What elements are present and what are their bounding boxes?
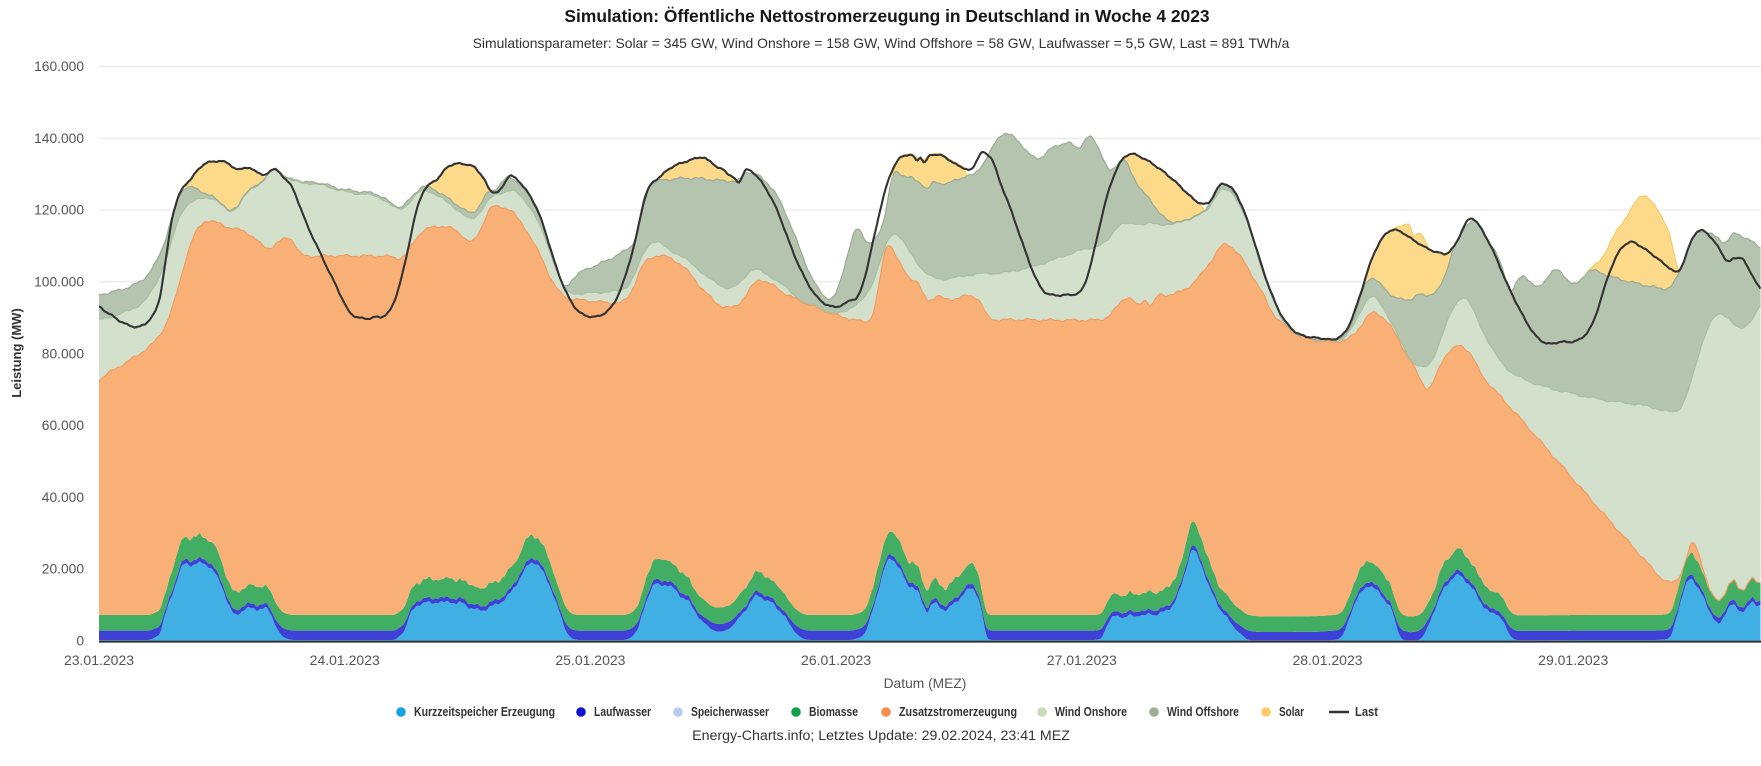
svg-text:80.000: 80.000 [42,346,85,361]
svg-text:Laufwasser: Laufwasser [594,705,651,719]
svg-text:Wind Offshore: Wind Offshore [1167,705,1239,719]
svg-text:Last: Last [1355,705,1379,719]
svg-text:120.000: 120.000 [34,203,84,218]
svg-text:Solar: Solar [1279,705,1304,719]
svg-text:Leistung (MW): Leistung (MW) [9,308,24,398]
svg-text:23.01.2023: 23.01.2023 [64,652,134,668]
svg-text:25.01.2023: 25.01.2023 [555,652,625,668]
svg-text:140.000: 140.000 [34,131,84,146]
svg-text:Speicherwasser: Speicherwasser [691,705,769,719]
svg-text:160.000: 160.000 [34,59,84,74]
svg-text:100.000: 100.000 [34,275,84,290]
svg-text:29.01.2023: 29.01.2023 [1538,652,1608,668]
svg-text:Kurzzeitspeicher Erzeugung: Kurzzeitspeicher Erzeugung [414,705,555,719]
svg-text:24.01.2023: 24.01.2023 [310,652,380,668]
svg-text:20.000: 20.000 [42,562,85,577]
svg-text:60.000: 60.000 [42,418,85,433]
svg-text:Simulationsparameter: Solar =: Simulationsparameter: Solar = 345 GW, Wi… [473,35,1290,51]
svg-text:Datum (MEZ): Datum (MEZ) [884,676,967,691]
svg-text:26.01.2023: 26.01.2023 [801,652,871,668]
svg-text:40.000: 40.000 [42,490,85,505]
svg-text:Wind Onshore: Wind Onshore [1055,705,1127,719]
svg-text:28.01.2023: 28.01.2023 [1292,652,1362,668]
svg-text:Energy-Charts.info; Letztes Up: Energy-Charts.info; Letztes Update: 29.0… [692,728,1070,744]
svg-text:Zusatzstromerzeugung: Zusatzstromerzeugung [899,705,1017,719]
svg-text:27.01.2023: 27.01.2023 [1047,652,1117,668]
svg-text:0: 0 [76,633,84,648]
svg-text:Simulation: Öffentliche Nettos: Simulation: Öffentliche Nettostromerzeug… [564,6,1209,26]
svg-text:Biomasse: Biomasse [809,705,858,719]
